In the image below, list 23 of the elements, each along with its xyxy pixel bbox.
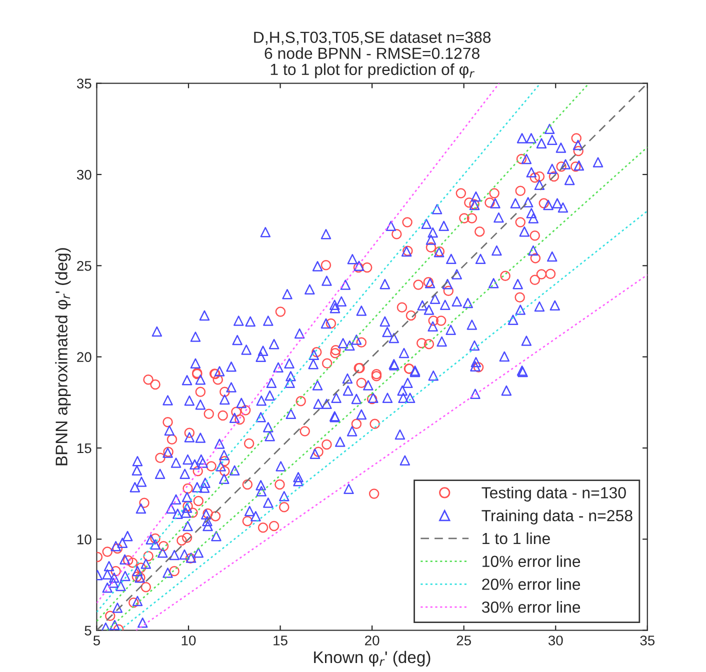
y-tick-label: 35 <box>76 78 92 88</box>
y-tick-label: 15 <box>77 443 92 454</box>
legend-label: Training data - n=258 <box>482 510 632 524</box>
legend-label: 1 to 1 line <box>482 532 550 544</box>
y-tick-label: 20 <box>77 352 92 362</box>
x-tick-label: 25 <box>456 636 471 646</box>
x-tick-label: 5 <box>93 636 100 646</box>
y-tick-label: 25 <box>77 261 92 271</box>
x-tick-label: 30 <box>548 636 563 646</box>
x-tick-label: 35 <box>640 636 655 646</box>
y-tick-label: 5 <box>84 626 92 636</box>
legend-label: 10% error line <box>482 555 580 568</box>
y-axis-title: BPNN approximated φ$_{r}$' (deg) <box>55 248 71 466</box>
legend-label: 20% error line <box>482 578 580 590</box>
chart-title: D,H,S,T03,T05,SE dataset n=388 6 node BPNN - RMSE=0.1278 1 to 1 plot for prediction of φ$_{r}$ <box>254 31 491 78</box>
y-tick-label: 10 <box>77 534 92 544</box>
x-tick-label: 10 <box>182 636 196 646</box>
x-tick-label: 15 <box>274 636 288 646</box>
y-tick-label: 30 <box>76 170 92 180</box>
x-axis-title: Known φ$_{r}$' (deg) <box>314 650 430 666</box>
legend-label: Testing data - n=130 <box>482 486 626 502</box>
x-tick-label: 20 <box>365 636 380 646</box>
legend-label: 30% error line <box>482 601 580 613</box>
